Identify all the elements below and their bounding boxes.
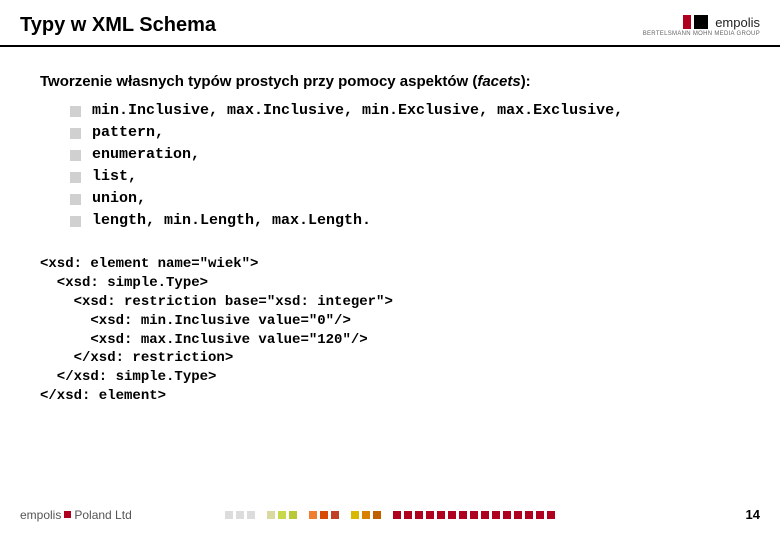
decorative-square — [415, 511, 423, 519]
list-item: list, — [70, 168, 740, 185]
decorative-square — [351, 511, 359, 519]
list-item: union, — [70, 190, 740, 207]
logo-text: empolis — [715, 15, 760, 30]
decorative-square — [514, 511, 522, 519]
list-item: pattern, — [70, 124, 740, 141]
list-item: enumeration, — [70, 146, 740, 163]
decorative-square — [247, 511, 255, 519]
footer-brand-text: empolis — [20, 508, 61, 522]
decorative-square — [448, 511, 456, 519]
footer-unit: Poland Ltd — [74, 508, 131, 522]
decorative-square — [547, 511, 555, 519]
decorative-square — [362, 511, 370, 519]
logo: empolis BERTELSMANN MOHN MEDIA GROUP — [643, 15, 760, 37]
footer-red-icon — [64, 511, 71, 518]
decorative-square — [437, 511, 445, 519]
logo-black-square — [694, 15, 708, 29]
footer-squares — [225, 511, 555, 519]
subtitle-em: facets — [477, 73, 520, 90]
footer: empolis Poland Ltd 14 — [20, 507, 760, 522]
list-item: min.Inclusive, max.Inclusive, min.Exclus… — [70, 102, 740, 119]
decorative-square — [536, 511, 544, 519]
decorative-square — [320, 511, 328, 519]
decorative-square — [393, 511, 401, 519]
footer-brand: empolis Poland Ltd — [20, 508, 132, 522]
decorative-square — [481, 511, 489, 519]
decorative-square — [373, 511, 381, 519]
decorative-square — [236, 511, 244, 519]
header: Typy w XML Schema empolis BERTELSMANN MO… — [0, 0, 780, 47]
content: Tworzenie własnych typów prostych przy p… — [0, 47, 780, 406]
decorative-square — [503, 511, 511, 519]
logo-red-square — [683, 15, 691, 29]
decorative-square — [459, 511, 467, 519]
decorative-square — [470, 511, 478, 519]
decorative-square — [267, 511, 275, 519]
page-number: 14 — [746, 507, 760, 522]
code-block: <xsd: element name="wiek"> <xsd: simple.… — [40, 255, 740, 406]
section-title: Tworzenie własnych typów prostych przy p… — [40, 73, 740, 90]
decorative-square — [225, 511, 233, 519]
page-title: Typy w XML Schema — [20, 14, 216, 37]
subtitle-pre: Tworzenie własnych typów prostych przy p… — [40, 73, 477, 90]
decorative-square — [525, 511, 533, 519]
list-item: length, min.Length, max.Length. — [70, 212, 740, 229]
bullet-list: min.Inclusive, max.Inclusive, min.Exclus… — [40, 102, 740, 229]
subtitle-post: ): — [521, 73, 531, 90]
decorative-square — [278, 511, 286, 519]
decorative-square — [404, 511, 412, 519]
logo-subtitle: BERTELSMANN MOHN MEDIA GROUP — [643, 31, 760, 37]
decorative-square — [289, 511, 297, 519]
decorative-square — [331, 511, 339, 519]
decorative-square — [309, 511, 317, 519]
decorative-square — [426, 511, 434, 519]
decorative-square — [492, 511, 500, 519]
